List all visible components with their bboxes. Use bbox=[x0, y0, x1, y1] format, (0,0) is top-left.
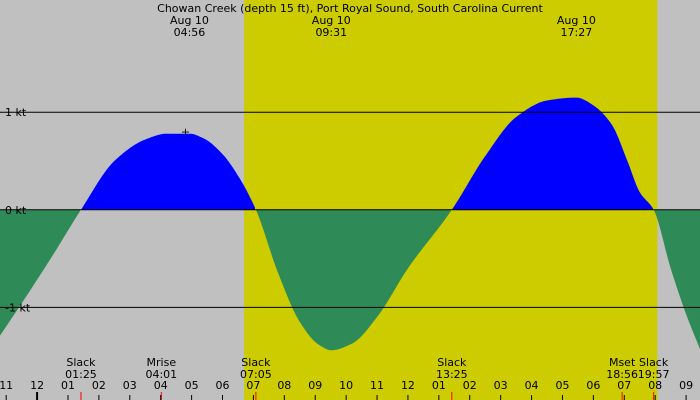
x-tick-label: 04 bbox=[525, 379, 539, 392]
ebb-area-0 bbox=[0, 209, 80, 336]
x-tick-label: 02 bbox=[92, 379, 106, 392]
event-name-2: Slack bbox=[241, 356, 271, 369]
y-tick-label: -1 kt bbox=[5, 301, 31, 314]
x-tick-label: 08 bbox=[648, 379, 662, 392]
x-axis: 11 12 01 02 03 04 05 06 07 08 09 10 11 12 01 02 03 04 05 06… bbox=[0, 379, 693, 400]
x-tick-label: 04 bbox=[154, 379, 168, 392]
extreme-time-2: 17:27 bbox=[561, 26, 593, 39]
x-tick-label: 03 bbox=[123, 379, 137, 392]
event-name-0: Slack bbox=[66, 356, 96, 369]
gridline-layer bbox=[0, 111, 700, 308]
event-time-1: 04:01 bbox=[145, 368, 177, 381]
extreme-time-0: 04:56 bbox=[174, 26, 206, 39]
flood-area-3 bbox=[452, 97, 653, 210]
x-tick-label: 05 bbox=[555, 379, 569, 392]
y-axis-labels: 1 kt 0 kt -1 kt bbox=[5, 106, 31, 314]
event-time-2: 07:05 bbox=[240, 368, 272, 381]
flood-area-1 bbox=[81, 133, 255, 210]
x-tick-label: 12 bbox=[401, 379, 415, 392]
event-time-5: 19:57 bbox=[638, 368, 670, 381]
x-tick-label: 09 bbox=[308, 379, 322, 392]
x-tick-label: 06 bbox=[216, 379, 230, 392]
event-name-3: Slack bbox=[437, 356, 467, 369]
event-labels: Slack01:25Mrise04:01Slack07:05Slack13:25… bbox=[65, 356, 669, 400]
x-tick-label: 03 bbox=[494, 379, 508, 392]
event-name-5: Slack bbox=[639, 356, 669, 369]
chart-title: Chowan Creek (depth 15 ft), Port Royal S… bbox=[157, 2, 543, 15]
x-tick-label: 01 bbox=[61, 379, 75, 392]
ebb-area-4 bbox=[654, 209, 700, 350]
extreme-date-1: Aug 10 bbox=[312, 14, 351, 27]
x-tick-label: 08 bbox=[277, 379, 291, 392]
extreme-time-1: 09:31 bbox=[315, 26, 347, 39]
peak-marker: + bbox=[181, 126, 190, 139]
event-name-1: Mrise bbox=[147, 356, 177, 369]
x-tick-label: 11 bbox=[370, 379, 384, 392]
x-tick-label: 01 bbox=[432, 379, 446, 392]
x-tick-label: 09 bbox=[679, 379, 693, 392]
extreme-date-0: Aug 10 bbox=[170, 14, 209, 27]
extreme-date-2: Aug 10 bbox=[557, 14, 596, 27]
x-tick-label: 10 bbox=[339, 379, 353, 392]
y-tick-label: 0 kt bbox=[5, 204, 27, 217]
event-name-4: Mset bbox=[609, 356, 636, 369]
y-tick-label: 1 kt bbox=[5, 106, 27, 119]
x-tick-label: 11 bbox=[0, 379, 13, 392]
event-time-3: 13:25 bbox=[436, 368, 468, 381]
x-tick-label: 07 bbox=[246, 379, 260, 392]
x-tick-label: 05 bbox=[185, 379, 199, 392]
event-time-0: 01:25 bbox=[65, 368, 97, 381]
ebb-area-2 bbox=[256, 209, 451, 351]
x-tick-label: 12 bbox=[30, 379, 44, 392]
x-tick-label: 06 bbox=[586, 379, 600, 392]
x-tick-label: 07 bbox=[617, 379, 631, 392]
event-time-4: 18:56 bbox=[606, 368, 638, 381]
x-tick-label: 02 bbox=[463, 379, 477, 392]
current-area-layer bbox=[0, 97, 700, 351]
